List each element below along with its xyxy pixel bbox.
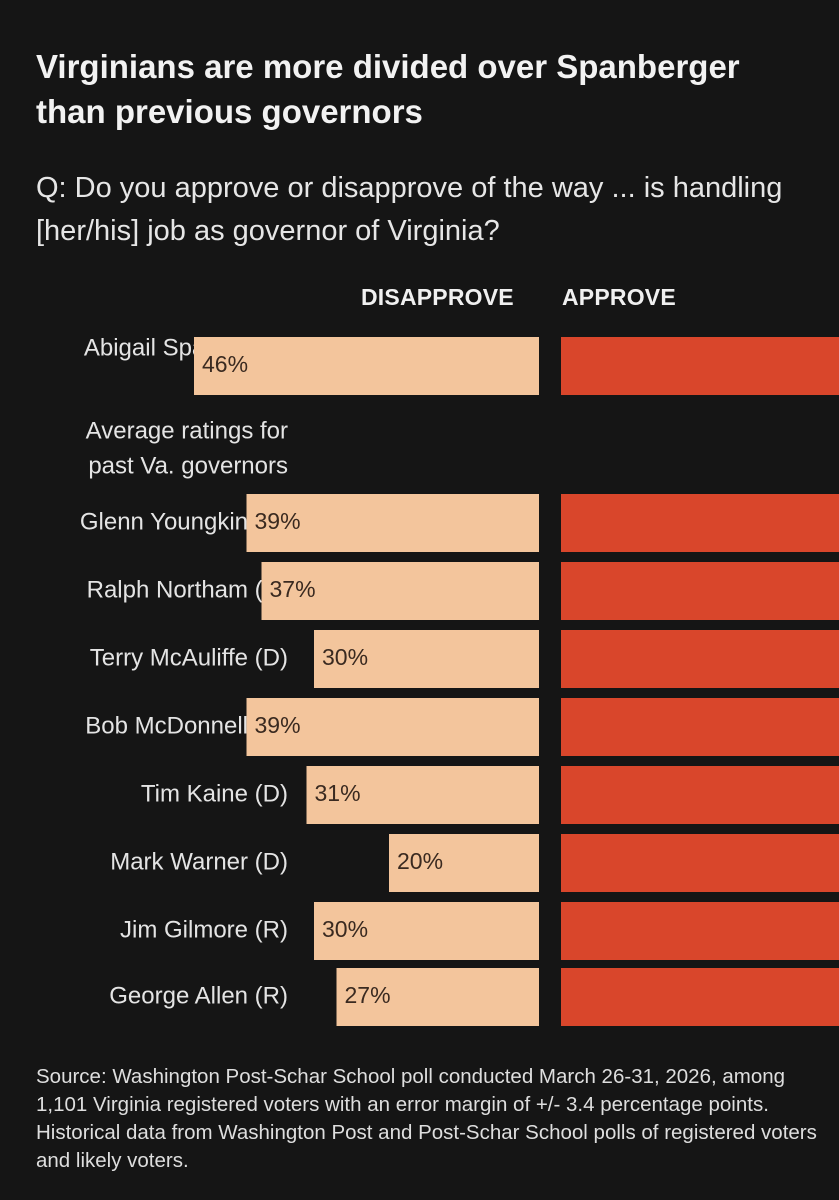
approve-bar <box>561 968 839 1026</box>
disapprove-value-label: 39% <box>255 508 301 534</box>
approve-bar <box>561 562 839 620</box>
disapprove-bar <box>314 630 539 688</box>
disapprove-value-label: 30% <box>322 916 368 942</box>
section-label-line: past Va. governors <box>88 452 288 479</box>
survey-question: Q: Do you approve or disapprove of the w… <box>36 172 783 247</box>
disapprove-bar <box>314 902 539 960</box>
disapprove-column-header: DISAPPROVE <box>361 284 514 310</box>
disapprove-bar <box>194 337 539 395</box>
disapprove-bar <box>336 968 539 1026</box>
disapprove-bar <box>246 494 539 552</box>
disapprove-value-label: 20% <box>397 848 443 874</box>
category-label: Jim Gilmore (R) <box>120 916 288 943</box>
source-note: Source: Washington Post-Schar School pol… <box>36 1065 817 1172</box>
approve-bar <box>561 766 839 824</box>
approve-bar <box>561 902 839 960</box>
approve-bar <box>561 630 839 688</box>
category-label: Ralph Northam (D) <box>87 576 288 603</box>
disapprove-value-label: 39% <box>255 712 301 738</box>
category-label: Tim Kaine (D) <box>141 780 288 807</box>
disapprove-value-label: 46% <box>202 351 248 377</box>
disapprove-bar <box>389 834 539 892</box>
approve-bar <box>561 698 839 756</box>
approve-bar <box>561 834 839 892</box>
disapprove-value-label: 27% <box>345 982 391 1008</box>
category-label: George Allen (R) <box>109 982 288 1009</box>
section-label-line: Average ratings for <box>86 417 288 444</box>
category-label: Mark Warner (D) <box>110 848 288 875</box>
disapprove-value-label: 37% <box>270 576 316 602</box>
disapprove-bar <box>246 698 539 756</box>
disapprove-bar <box>306 766 539 824</box>
category-label: Terry McAuliffe (D) <box>90 644 288 671</box>
approve-bar <box>561 494 839 552</box>
chart-title: Virginians are more divided over Spanber… <box>36 48 740 130</box>
approve-column-header: APPROVE <box>562 284 676 310</box>
approve-bar <box>561 337 839 395</box>
disapprove-bar <box>261 562 539 620</box>
disapprove-value-label: 30% <box>322 644 368 670</box>
disapprove-value-label: 31% <box>315 780 361 806</box>
